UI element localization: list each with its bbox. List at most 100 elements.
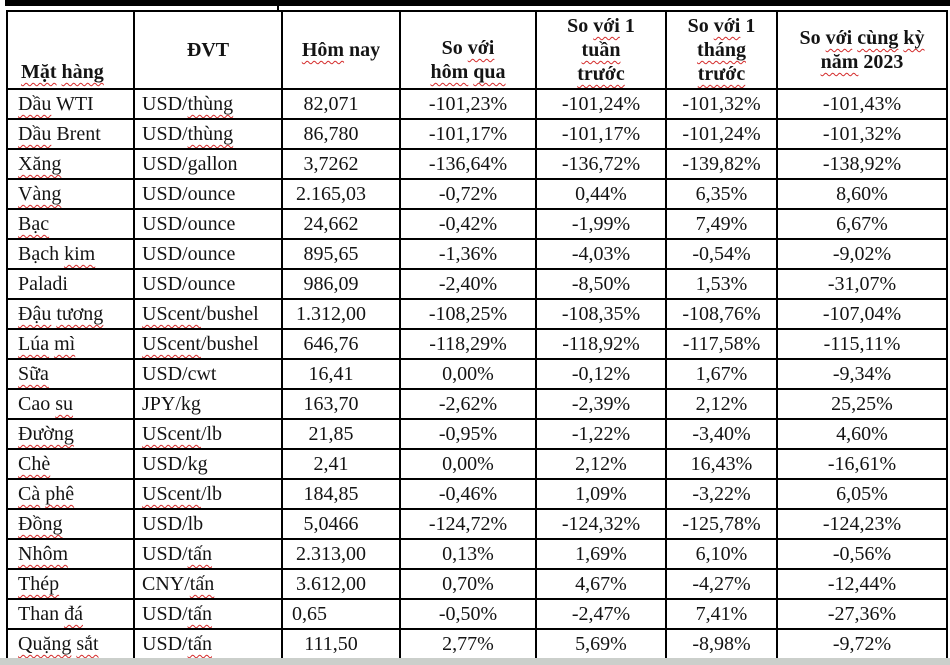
today-value-cell[interactable]: 163,70 bbox=[281, 388, 401, 420]
vs-yesterday-cell[interactable]: -2,62% bbox=[399, 388, 537, 420]
vs-yesterday-cell[interactable]: 0,00% bbox=[399, 358, 537, 390]
commodity-name-cell[interactable]: Vàng bbox=[6, 178, 135, 210]
vs-2023-cell[interactable]: -115,11% bbox=[776, 328, 948, 360]
unit-cell[interactable]: USD/ounce bbox=[133, 178, 283, 210]
vs-yesterday-cell[interactable]: -118,29% bbox=[399, 328, 537, 360]
vs-week-cell[interactable]: -108,35% bbox=[535, 298, 667, 330]
unit-cell[interactable]: UScent/lb bbox=[133, 478, 283, 510]
today-value-cell[interactable]: 986,09 bbox=[281, 268, 401, 300]
vs-week-cell[interactable]: -136,72% bbox=[535, 148, 667, 180]
today-value-cell[interactable]: 0,65 bbox=[281, 598, 401, 630]
unit-cell[interactable]: USD/gallon bbox=[133, 148, 283, 180]
vs-2023-cell[interactable]: 6,05% bbox=[776, 478, 948, 510]
vs-week-cell[interactable]: -2,39% bbox=[535, 388, 667, 420]
unit-cell[interactable]: USD/ounce bbox=[133, 268, 283, 300]
today-value-cell[interactable]: 3,7262 bbox=[281, 148, 401, 180]
column-header[interactable]: So với cùng kỳ năm 2023 bbox=[776, 10, 948, 90]
vs-month-cell[interactable]: -0,54% bbox=[665, 238, 778, 270]
column-header[interactable]: Hôm nay bbox=[281, 10, 401, 90]
vs-month-cell[interactable]: 6,35% bbox=[665, 178, 778, 210]
vs-week-cell[interactable]: 2,12% bbox=[535, 448, 667, 480]
vs-week-cell[interactable]: 0,44% bbox=[535, 178, 667, 210]
today-value-cell[interactable]: 82,071 bbox=[281, 88, 401, 120]
vs-week-cell[interactable]: -2,47% bbox=[535, 598, 667, 630]
commodity-name-cell[interactable]: Đồng bbox=[6, 508, 135, 540]
vs-month-cell[interactable]: -117,58% bbox=[665, 328, 778, 360]
vs-2023-cell[interactable]: 4,60% bbox=[776, 418, 948, 450]
vs-2023-cell[interactable]: 8,60% bbox=[776, 178, 948, 210]
commodity-name-cell[interactable]: Bạc bbox=[6, 208, 135, 240]
today-value-cell[interactable]: 21,85 bbox=[281, 418, 401, 450]
vs-2023-cell[interactable]: -101,43% bbox=[776, 88, 948, 120]
vs-2023-cell[interactable]: -12,44% bbox=[776, 568, 948, 600]
commodity-name-cell[interactable]: Than đá bbox=[6, 598, 135, 630]
vs-week-cell[interactable]: 1,09% bbox=[535, 478, 667, 510]
unit-cell[interactable]: UScent/bushel bbox=[133, 298, 283, 330]
unit-cell[interactable]: USD/ounce bbox=[133, 238, 283, 270]
unit-cell[interactable]: UScent/lb bbox=[133, 418, 283, 450]
vs-2023-cell[interactable]: -16,61% bbox=[776, 448, 948, 480]
vs-yesterday-cell[interactable]: -124,72% bbox=[399, 508, 537, 540]
today-value-cell[interactable]: 86,780 bbox=[281, 118, 401, 150]
vs-month-cell[interactable]: 2,12% bbox=[665, 388, 778, 420]
today-value-cell[interactable]: 895,65 bbox=[281, 238, 401, 270]
vs-month-cell[interactable]: 7,41% bbox=[665, 598, 778, 630]
column-header[interactable]: Mặt hàng bbox=[6, 10, 135, 90]
vs-2023-cell[interactable]: -101,32% bbox=[776, 118, 948, 150]
vs-month-cell[interactable]: 6,10% bbox=[665, 538, 778, 570]
column-header[interactable]: ĐVT bbox=[133, 10, 283, 90]
today-value-cell[interactable]: 184,85 bbox=[281, 478, 401, 510]
commodity-name-cell[interactable]: Lúa mì bbox=[6, 328, 135, 360]
vs-week-cell[interactable]: 5,69% bbox=[535, 628, 667, 660]
today-value-cell[interactable]: 24,662 bbox=[281, 208, 401, 240]
unit-cell[interactable]: USD/cwt bbox=[133, 358, 283, 390]
vs-week-cell[interactable]: -4,03% bbox=[535, 238, 667, 270]
vs-yesterday-cell[interactable]: -108,25% bbox=[399, 298, 537, 330]
vs-yesterday-cell[interactable]: 0,70% bbox=[399, 568, 537, 600]
vs-month-cell[interactable]: 16,43% bbox=[665, 448, 778, 480]
vs-month-cell[interactable]: 1,53% bbox=[665, 268, 778, 300]
vs-yesterday-cell[interactable]: -101,17% bbox=[399, 118, 537, 150]
commodity-name-cell[interactable]: Đường bbox=[6, 418, 135, 450]
vs-week-cell[interactable]: -1,22% bbox=[535, 418, 667, 450]
vs-yesterday-cell[interactable]: -1,36% bbox=[399, 238, 537, 270]
vs-week-cell[interactable]: -118,92% bbox=[535, 328, 667, 360]
unit-cell[interactable]: USD/tấn bbox=[133, 598, 283, 630]
vs-yesterday-cell[interactable]: 0,13% bbox=[399, 538, 537, 570]
vs-month-cell[interactable]: -125,78% bbox=[665, 508, 778, 540]
vs-yesterday-cell[interactable]: -0,46% bbox=[399, 478, 537, 510]
today-value-cell[interactable]: 111,50 bbox=[281, 628, 401, 660]
commodity-name-cell[interactable]: Xăng bbox=[6, 148, 135, 180]
commodity-name-cell[interactable]: Paladi bbox=[6, 268, 135, 300]
vs-2023-cell[interactable]: -138,92% bbox=[776, 148, 948, 180]
today-value-cell[interactable]: 2.313,00 bbox=[281, 538, 401, 570]
vs-yesterday-cell[interactable]: -136,64% bbox=[399, 148, 537, 180]
vs-month-cell[interactable]: 7,49% bbox=[665, 208, 778, 240]
vs-week-cell[interactable]: -8,50% bbox=[535, 268, 667, 300]
vs-yesterday-cell[interactable]: -101,23% bbox=[399, 88, 537, 120]
vs-month-cell[interactable]: -101,32% bbox=[665, 88, 778, 120]
vs-2023-cell[interactable]: -124,23% bbox=[776, 508, 948, 540]
vs-2023-cell[interactable]: -9,72% bbox=[776, 628, 948, 660]
unit-cell[interactable]: USD/tấn bbox=[133, 628, 283, 660]
vs-month-cell[interactable]: -101,24% bbox=[665, 118, 778, 150]
unit-cell[interactable]: USD/tấn bbox=[133, 538, 283, 570]
unit-cell[interactable]: USD/lb bbox=[133, 508, 283, 540]
commodity-name-cell[interactable]: Dầu Brent bbox=[6, 118, 135, 150]
vs-yesterday-cell[interactable]: 2,77% bbox=[399, 628, 537, 660]
commodity-name-cell[interactable]: Chè bbox=[6, 448, 135, 480]
today-value-cell[interactable]: 16,41 bbox=[281, 358, 401, 390]
vs-yesterday-cell[interactable]: -0,72% bbox=[399, 178, 537, 210]
vs-month-cell[interactable]: -3,40% bbox=[665, 418, 778, 450]
vs-2023-cell[interactable]: -9,02% bbox=[776, 238, 948, 270]
today-value-cell[interactable]: 646,76 bbox=[281, 328, 401, 360]
commodity-name-cell[interactable]: Bạch kim bbox=[6, 238, 135, 270]
column-header[interactable]: So với hôm qua bbox=[399, 10, 537, 90]
unit-cell[interactable]: CNY/tấn bbox=[133, 568, 283, 600]
unit-cell[interactable]: USD/thùng bbox=[133, 88, 283, 120]
vs-week-cell[interactable]: 1,69% bbox=[535, 538, 667, 570]
vs-2023-cell[interactable]: 6,67% bbox=[776, 208, 948, 240]
vs-2023-cell[interactable]: -31,07% bbox=[776, 268, 948, 300]
vs-yesterday-cell[interactable]: -2,40% bbox=[399, 268, 537, 300]
vs-month-cell[interactable]: -139,82% bbox=[665, 148, 778, 180]
